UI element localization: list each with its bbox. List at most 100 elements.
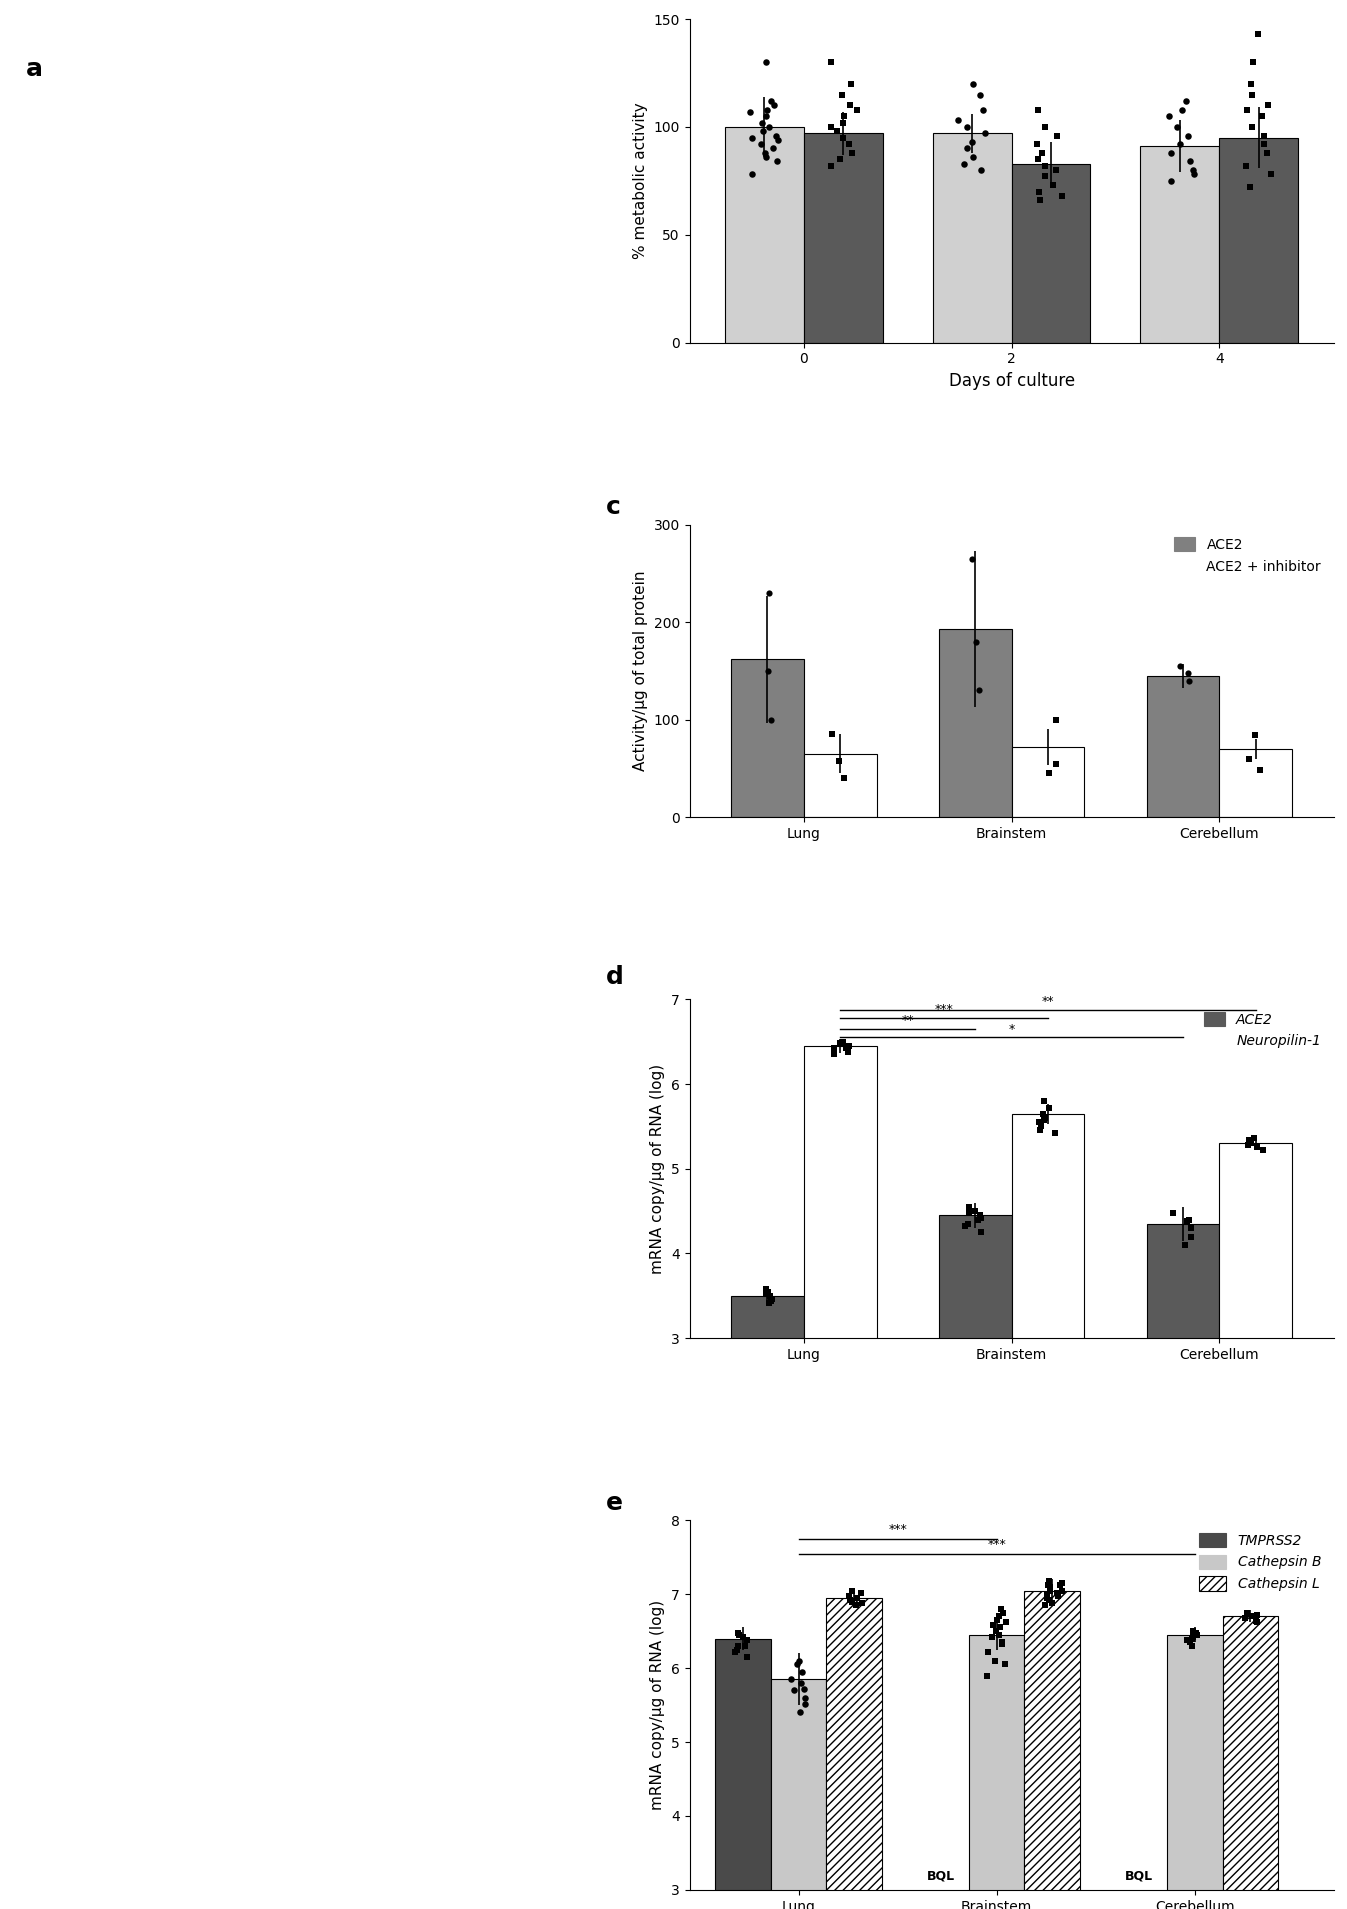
Text: **: ** [1041, 995, 1055, 1008]
Point [1037, 1579, 1059, 1609]
Text: d: d [606, 966, 624, 989]
Point [986, 1605, 1008, 1636]
Point [1167, 111, 1188, 141]
Point [727, 1619, 749, 1649]
Point [1169, 651, 1191, 682]
Text: a: a [27, 57, 43, 80]
Bar [932, 134, 1012, 342]
Text: *: * [1009, 1023, 1014, 1037]
Point [754, 137, 776, 168]
Point [990, 1613, 1012, 1644]
Point [1185, 1617, 1207, 1647]
Point [783, 1674, 804, 1705]
Point [963, 141, 985, 172]
Point [756, 141, 777, 172]
Point [1183, 1615, 1204, 1646]
Point [1032, 137, 1053, 168]
Point [826, 116, 847, 147]
Point [1036, 1583, 1057, 1613]
Text: ***: *** [987, 1537, 1006, 1550]
Bar [770, 1680, 826, 1909]
Point [1179, 1626, 1200, 1657]
Point [831, 80, 853, 111]
Point [1239, 172, 1261, 202]
Point [991, 1626, 1013, 1657]
Point [1037, 1569, 1059, 1600]
Bar [804, 1046, 877, 1592]
Point [1179, 1205, 1200, 1235]
Point [758, 578, 780, 609]
Bar [1012, 1113, 1084, 1592]
Point [752, 107, 773, 137]
Point [1241, 69, 1262, 99]
Bar [939, 628, 1012, 817]
Point [956, 134, 978, 164]
Text: BQL: BQL [1125, 1869, 1153, 1882]
Point [1257, 137, 1278, 168]
Bar [1012, 746, 1084, 817]
Point [1238, 1124, 1259, 1155]
Bar [1219, 1143, 1292, 1592]
Point [766, 147, 788, 178]
Point [1051, 1567, 1072, 1598]
Point [1235, 151, 1257, 181]
Point [1033, 1105, 1055, 1136]
Text: ***: *** [935, 1004, 954, 1016]
Point [1034, 151, 1056, 181]
Point [1183, 155, 1204, 185]
Point [1242, 111, 1263, 141]
Point [795, 1688, 816, 1718]
Point [737, 1625, 758, 1655]
Bar [1219, 748, 1292, 817]
Point [1158, 101, 1180, 132]
Point [1250, 756, 1272, 787]
Point [947, 105, 968, 136]
Point [756, 48, 777, 78]
Point [1045, 704, 1067, 735]
Point [1253, 130, 1274, 160]
Point [1047, 1577, 1068, 1607]
Point [1181, 1623, 1203, 1653]
X-axis label: Days of culture: Days of culture [948, 372, 1075, 389]
Point [1243, 720, 1265, 750]
Point [757, 94, 779, 124]
Point [955, 1210, 977, 1241]
Point [1253, 1134, 1274, 1164]
Point [765, 120, 787, 151]
Point [1047, 120, 1068, 151]
Point [758, 1281, 780, 1311]
Y-axis label: mRNA copy/μg of RNA (log): mRNA copy/μg of RNA (log) [651, 1063, 665, 1273]
Point [830, 1029, 851, 1059]
Text: e: e [606, 1491, 622, 1514]
Point [737, 1642, 758, 1672]
Point [820, 48, 842, 78]
Bar [715, 1638, 770, 1909]
Point [985, 1615, 1006, 1646]
Point [960, 544, 982, 575]
Point [970, 1218, 991, 1248]
Point [756, 1273, 777, 1304]
Text: ***: *** [888, 1523, 907, 1537]
Point [959, 1191, 981, 1222]
Point [1234, 1602, 1255, 1632]
Point [839, 1584, 861, 1615]
Point [1045, 748, 1067, 779]
Point [820, 151, 842, 181]
Point [1187, 1619, 1208, 1649]
Point [962, 126, 983, 157]
Point [846, 1583, 867, 1613]
Point [780, 1665, 801, 1695]
Point [954, 149, 975, 179]
Point [1043, 170, 1064, 200]
Point [756, 1279, 777, 1310]
Point [1039, 758, 1060, 788]
Point [1257, 90, 1278, 120]
Point [1246, 1132, 1268, 1163]
Point [822, 720, 843, 750]
Point [757, 1277, 779, 1308]
Point [982, 1623, 1004, 1653]
Point [1247, 19, 1269, 50]
Point [1176, 86, 1197, 116]
Point [1039, 1565, 1060, 1596]
Point [1034, 160, 1056, 191]
